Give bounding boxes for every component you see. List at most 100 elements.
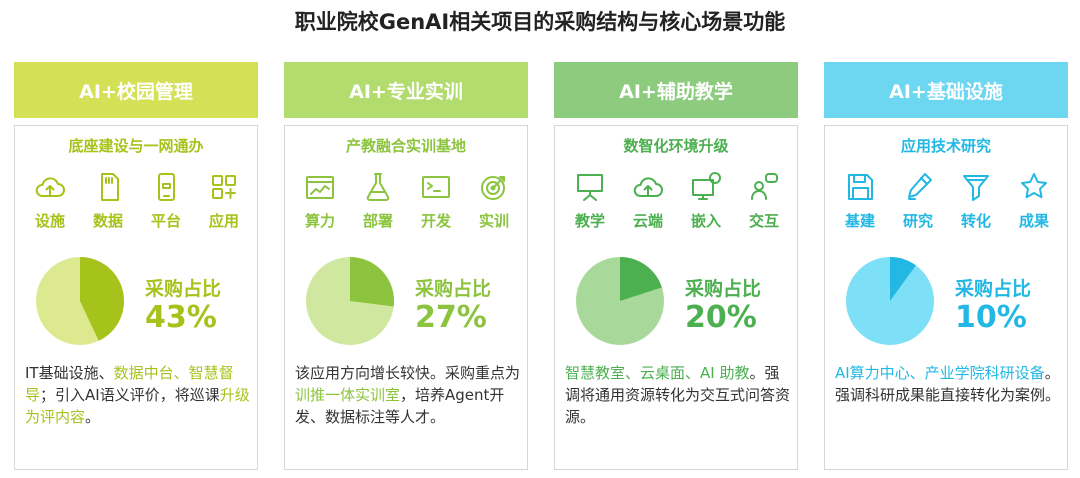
icon-item: 云端 (623, 170, 673, 231)
icon-item: 转化 (951, 170, 1001, 231)
highlight-text: 智慧教室、云桌面、AI 助教 (565, 364, 750, 382)
icon-item: 成果 (1009, 170, 1059, 231)
card-body: 数智化环境升级教学 云端 嵌入 交互采购占比 20% 智慧教室、云桌面、AI 助教。强调将… (554, 125, 798, 470)
share-label: 采购占比 (955, 278, 1032, 300)
icon-label: 部署 (362, 212, 393, 230)
icon-label: 转化 (960, 212, 991, 230)
share-value: 20% (685, 300, 757, 335)
target-icon (481, 176, 505, 200)
scenario-card: AI+专业实训产教融合实训基地算力 部署 开发 实训采购占比 27% 该应用方向增长较快。… (284, 62, 528, 470)
apps-grid-icon (212, 175, 236, 199)
description-text: 。强调科研成果能直接转化为案例。 (835, 364, 1061, 404)
card-header: AI+辅助教学 (554, 62, 798, 118)
icon-item: 设施 (25, 170, 75, 231)
funnel-icon (963, 175, 989, 201)
cloud-upload-icon (35, 177, 65, 197)
sd-card-icon (101, 173, 119, 201)
presentation-icon (577, 174, 603, 201)
cloud-upload-icon (633, 177, 663, 197)
description-text: ，培养Agent开发、数据标注等人才。 (295, 386, 505, 426)
card-description: 该应用方向增长较快。采购重点为训推一体实训室，培养Agent开发、数据标注等人才… (295, 362, 521, 428)
icon-row: 算力 部署 开发 实训 (295, 170, 519, 231)
card-description: 智慧教室、云桌面、AI 助教。强调将通用资源转化为交互式问答资源。 (565, 362, 791, 428)
card-subtitle: 产教融合实训基地 (345, 137, 466, 155)
card-header: AI+基础设施 (824, 62, 1068, 118)
pen-icon (908, 173, 932, 200)
highlight-text: AI算力中心、产业学院科研设备 (835, 364, 1045, 382)
icon-item: 嵌入 (681, 170, 731, 231)
card-body: 产教融合实训基地算力 部署 开发 实训采购占比 27% 该应用方向增长较快。采购重点为训推… (284, 125, 528, 470)
share-label: 采购占比 (415, 278, 492, 300)
icon-label: 开发 (420, 212, 451, 230)
card-header: AI+专业实训 (284, 62, 528, 118)
icon-label: 云端 (632, 212, 663, 230)
icon-item: 平台 (141, 170, 191, 231)
icon-item: 实训 (469, 170, 519, 231)
description-text: 。强调将通用资源转化为交互式问答资源。 (565, 364, 791, 426)
icon-label: 教学 (574, 212, 605, 230)
share-value: 10% (955, 300, 1027, 335)
pie-slice-share (80, 257, 124, 341)
window-chart-icon (306, 176, 334, 199)
card-header: AI+校园管理 (14, 62, 258, 118)
icon-row: 设施 数据 平台 应用 (25, 170, 249, 231)
share-value: 43% (145, 300, 217, 335)
icon-label: 应用 (208, 212, 239, 230)
tablet-icon (158, 173, 175, 201)
icon-label: 研究 (902, 212, 933, 230)
share-pie-chart (576, 257, 664, 345)
terminal-icon (422, 176, 450, 198)
icon-item: 算力 (295, 170, 345, 231)
pie-slice-share (620, 257, 662, 301)
pie-slice-share (890, 257, 916, 301)
icon-item: 部署 (353, 170, 403, 231)
highlight-text: 升级为评内容 (25, 386, 250, 426)
scenario-card: AI+校园管理 底座建设与一网通办 设施 数据 平台 应用 采购占比 43% IT基础设施、数据… (14, 62, 258, 470)
description-text: 。 (85, 408, 101, 426)
floppy-disk-icon (848, 174, 873, 200)
share-value: 27% (415, 300, 487, 335)
icon-item: 应用 (199, 170, 249, 231)
card-body: 应用技术研究基建 研究 转化 成果采购占比 10% AI算力中心、产业学院科研设备。强调科… (824, 125, 1068, 470)
highlight-text: 数据中台、智慧督导 (25, 364, 234, 404)
card-description: IT基础设施、数据中台、智慧督导；引入AI语义评价，将巡课升级为评内容。 (25, 362, 251, 428)
card-subtitle: 底座建设与一网通办 (68, 137, 204, 155)
scenario-card: AI+基础设施应用技术研究基建 研究 转化 成果采购占比 10% AI算力中心、产业学院科… (824, 62, 1068, 470)
icon-label: 实训 (478, 212, 509, 230)
pie-slice-share (350, 257, 394, 307)
share-label: 采购占比 (685, 278, 762, 300)
icon-label: 算力 (304, 212, 335, 230)
icon-label: 交互 (748, 212, 779, 230)
card-subtitle: 应用技术研究 (900, 137, 991, 155)
share-pie-chart (306, 257, 394, 345)
icon-label: 嵌入 (690, 212, 721, 230)
card-description: AI算力中心、产业学院科研设备。强调科研成果能直接转化为案例。 (835, 362, 1061, 406)
icon-label: 平台 (150, 212, 181, 230)
icon-row: 基建 研究 转化 成果 (835, 170, 1059, 231)
flask-icon (366, 173, 390, 201)
share-pie-chart (846, 257, 934, 345)
icon-item: 教学 (565, 170, 615, 231)
icon-label: 设施 (34, 212, 65, 230)
monitor-chat-icon (692, 172, 721, 200)
icon-label: 数据 (92, 212, 123, 230)
card-body: 底座建设与一网通办设施 数据 平台 应用采购占比 43% IT基础设施、数据中台、智慧督导… (14, 125, 258, 470)
icon-label: 基建 (844, 212, 875, 230)
scenario-card: AI+辅助教学数智化环境升级教学 云端 嵌入 交互采购占比 20% 智慧教室、云桌面、AI… (554, 62, 798, 470)
description-text: IT基础设施、 (25, 364, 114, 382)
share-label: 采购占比 (145, 278, 222, 300)
icon-item: 研究 (893, 170, 943, 231)
description-text: ；引入AI语义评价，将巡课 (40, 386, 220, 404)
highlight-text: 训推一体实训室 (295, 386, 401, 404)
description-text: 该应用方向增长较快。采购重点为 (295, 364, 521, 382)
people-chat-icon (751, 173, 778, 200)
share-pie-chart (36, 257, 124, 345)
icon-row: 教学 云端 嵌入 交互 (565, 170, 789, 231)
page-title: 职业院校GenAI相关项目的采购结构与核心场景功能 (294, 10, 786, 34)
icon-item: 交互 (739, 170, 789, 231)
icon-label: 成果 (1018, 212, 1049, 230)
icon-item: 数据 (83, 170, 133, 231)
icon-item: 开发 (411, 170, 461, 231)
star-icon (1021, 173, 1047, 199)
card-subtitle: 数智化环境升级 (623, 137, 729, 155)
